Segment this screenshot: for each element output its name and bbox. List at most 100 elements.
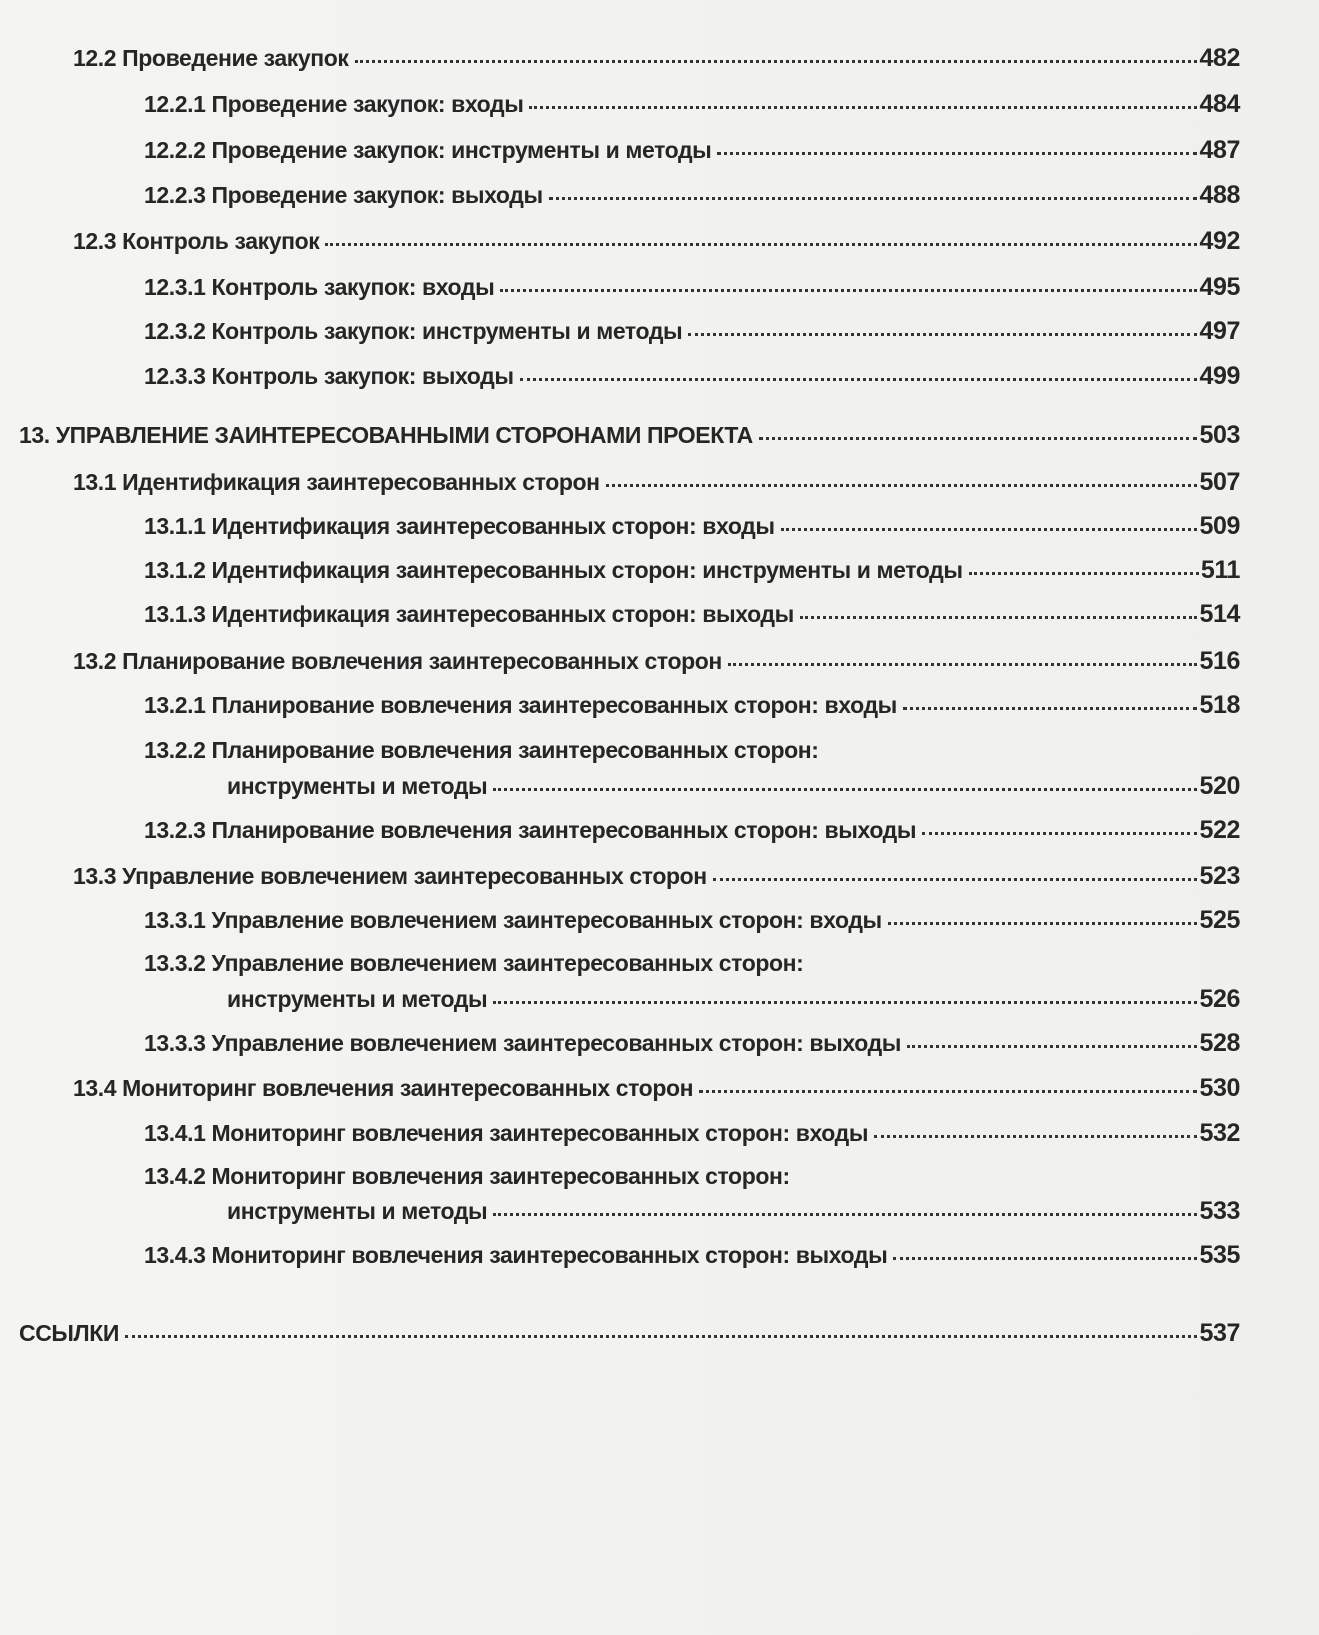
page-number: 484 bbox=[1199, 90, 1240, 118]
toc-line: 13.2.3 Планирование вовлечения заинтерес… bbox=[144, 815, 1240, 845]
toc-title: 13.3 Управление вовлечением заинтересова… bbox=[73, 863, 707, 889]
toc-title: 13.1 Идентификация заинтересованных стор… bbox=[73, 469, 600, 495]
page-number: 499 bbox=[1199, 362, 1240, 390]
dot-leader bbox=[500, 289, 1198, 292]
toc-line: инструменты и методы 533 bbox=[227, 1196, 1240, 1226]
toc-title: 12.3 Контроль закупок bbox=[73, 228, 320, 254]
page-number: 488 bbox=[1199, 181, 1240, 209]
page-number: 516 bbox=[1199, 647, 1240, 675]
page-number: 522 bbox=[1199, 816, 1240, 844]
toc-line: 13.4.1 Мониторинг вовлечения заинтересов… bbox=[144, 1118, 1240, 1148]
toc-title: 12.2.2 Проведение закупок: инструменты и… bbox=[144, 137, 712, 163]
dot-leader bbox=[874, 1135, 1198, 1138]
toc-title: 13.1.3 Идентификация заинтересованных ст… bbox=[144, 601, 794, 627]
dot-leader bbox=[548, 197, 1198, 200]
dot-leader bbox=[354, 60, 1198, 63]
toc-title: инструменты и методы bbox=[227, 773, 488, 799]
dot-leader bbox=[968, 572, 1199, 575]
dot-leader bbox=[712, 878, 1198, 881]
toc-line: 13.4.2 Мониторинг вовлечения заинтересов… bbox=[144, 1161, 790, 1191]
page-number: 497 bbox=[1199, 317, 1240, 345]
toc-title: 13.3.1 Управление вовлечением заинтересо… bbox=[144, 907, 882, 933]
page-number: 482 bbox=[1199, 44, 1240, 72]
dot-leader bbox=[605, 484, 1198, 487]
toc-line: 13.2.2 Планирование вовлечения заинтерес… bbox=[144, 735, 819, 765]
toc-line: 13.1 Идентификация заинтересованных стор… bbox=[73, 467, 1240, 497]
dot-leader bbox=[907, 1045, 1198, 1048]
toc-title: 12.3.2 Контроль закупок: инструменты и м… bbox=[144, 318, 683, 344]
toc-line: 13.4 Мониторинг вовлечения заинтересован… bbox=[73, 1073, 1240, 1103]
toc-line: инструменты и методы 520 bbox=[227, 771, 1240, 801]
dot-leader bbox=[902, 707, 1198, 710]
dot-leader bbox=[493, 1213, 1198, 1216]
toc-title: 13. УПРАВЛЕНИЕ ЗАИНТЕРЕСОВАННЫМИ СТОРОНА… bbox=[19, 422, 753, 448]
toc-title: 12.3.3 Контроль закупок: выходы bbox=[144, 363, 514, 389]
page-number: 518 bbox=[1199, 691, 1240, 719]
toc-title: 13.2 Планирование вовлечения заинтересов… bbox=[73, 648, 722, 674]
dot-leader bbox=[887, 922, 1198, 925]
toc-line: ССЫЛКИ 537 bbox=[19, 1318, 1240, 1348]
dot-leader bbox=[493, 1001, 1198, 1004]
toc-line: 12.3.1 Контроль закупок: входы 495 bbox=[144, 272, 1240, 302]
toc-title: 13.2.1 Планирование вовлечения заинтерес… bbox=[144, 692, 897, 718]
toc-title: ССЫЛКИ bbox=[19, 1320, 120, 1346]
dot-leader bbox=[519, 378, 1198, 381]
toc-line: 13.3.1 Управление вовлечением заинтересо… bbox=[144, 905, 1240, 935]
page-number: 533 bbox=[1199, 1197, 1240, 1225]
toc-line: 13.4.3 Мониторинг вовлечения заинтересов… bbox=[144, 1240, 1240, 1270]
toc-line: 12.2 Проведение закупок 482 bbox=[73, 43, 1240, 73]
toc-line: 12.3 Контроль закупок 492 bbox=[73, 226, 1240, 256]
toc-title: 12.2 Проведение закупок bbox=[73, 45, 349, 71]
toc-title: 12.2.3 Проведение закупок: выходы bbox=[144, 182, 543, 208]
page-number: 537 bbox=[1199, 1319, 1240, 1347]
dot-leader bbox=[125, 1335, 1198, 1338]
toc-line: 13.3.2 Управление вовлечением заинтересо… bbox=[144, 948, 804, 978]
page-number: 532 bbox=[1199, 1119, 1240, 1147]
toc-line: 13.3 Управление вовлечением заинтересова… bbox=[73, 861, 1240, 891]
toc-title: 13.4 Мониторинг вовлечения заинтересован… bbox=[73, 1075, 694, 1101]
toc-line: 13.2.1 Планирование вовлечения заинтерес… bbox=[144, 690, 1240, 720]
page-number: 507 bbox=[1199, 468, 1240, 496]
toc-line: 13.1.1 Идентификация заинтересованных ст… bbox=[144, 511, 1240, 541]
page-number: 487 bbox=[1199, 136, 1240, 164]
toc-title: 13.1.1 Идентификация заинтересованных ст… bbox=[144, 513, 775, 539]
page-number: 514 bbox=[1199, 600, 1240, 628]
dot-leader bbox=[325, 243, 1198, 246]
toc-title: инструменты и методы bbox=[227, 986, 488, 1012]
page-number: 492 bbox=[1199, 227, 1240, 255]
page-number: 535 bbox=[1199, 1241, 1240, 1269]
dot-leader bbox=[717, 152, 1198, 155]
page-number: 509 bbox=[1199, 512, 1240, 540]
dot-leader bbox=[727, 663, 1198, 666]
toc-line: 12.2.3 Проведение закупок: выходы 488 bbox=[144, 180, 1240, 210]
page-number: 520 bbox=[1199, 772, 1240, 800]
toc-title: 12.3.1 Контроль закупок: входы bbox=[144, 274, 495, 300]
toc-line: 13.1.3 Идентификация заинтересованных ст… bbox=[144, 599, 1240, 629]
toc-title: 13.1.2 Идентификация заинтересованных ст… bbox=[144, 557, 963, 583]
dot-leader bbox=[893, 1257, 1198, 1260]
page-number: 495 bbox=[1199, 273, 1240, 301]
toc-title: 13.3.3 Управление вовлечением заинтересо… bbox=[144, 1030, 902, 1056]
toc-line: 13.2 Планирование вовлечения заинтересов… bbox=[73, 646, 1240, 676]
page-number: 528 bbox=[1199, 1029, 1240, 1057]
dot-leader bbox=[529, 106, 1198, 109]
toc-line: 12.3.2 Контроль закупок: инструменты и м… bbox=[144, 316, 1240, 346]
toc-title: 13.4.2 Мониторинг вовлечения заинтересов… bbox=[144, 1163, 790, 1189]
dot-leader bbox=[699, 1090, 1198, 1093]
page-number: 503 bbox=[1199, 421, 1240, 449]
toc-title: 13.4.3 Мониторинг вовлечения заинтересов… bbox=[144, 1242, 888, 1268]
toc-line: 12.3.3 Контроль закупок: выходы 499 bbox=[144, 361, 1240, 391]
toc-title: 13.2.2 Планирование вовлечения заинтерес… bbox=[144, 737, 819, 763]
dot-leader bbox=[688, 333, 1198, 336]
page-number: 526 bbox=[1199, 985, 1240, 1013]
toc-line: 12.2.1 Проведение закупок: входы 484 bbox=[144, 89, 1240, 119]
dot-leader bbox=[493, 788, 1198, 791]
toc-line: 13.3.3 Управление вовлечением заинтересо… bbox=[144, 1028, 1240, 1058]
toc-title: инструменты и методы bbox=[227, 1198, 488, 1224]
toc-line: 12.2.2 Проведение закупок: инструменты и… bbox=[144, 135, 1240, 165]
page-number: 511 bbox=[1200, 556, 1241, 584]
dot-leader bbox=[758, 437, 1198, 440]
toc-line: 13.1.2 Идентификация заинтересованных ст… bbox=[144, 555, 1240, 585]
page-number: 530 bbox=[1199, 1074, 1240, 1102]
